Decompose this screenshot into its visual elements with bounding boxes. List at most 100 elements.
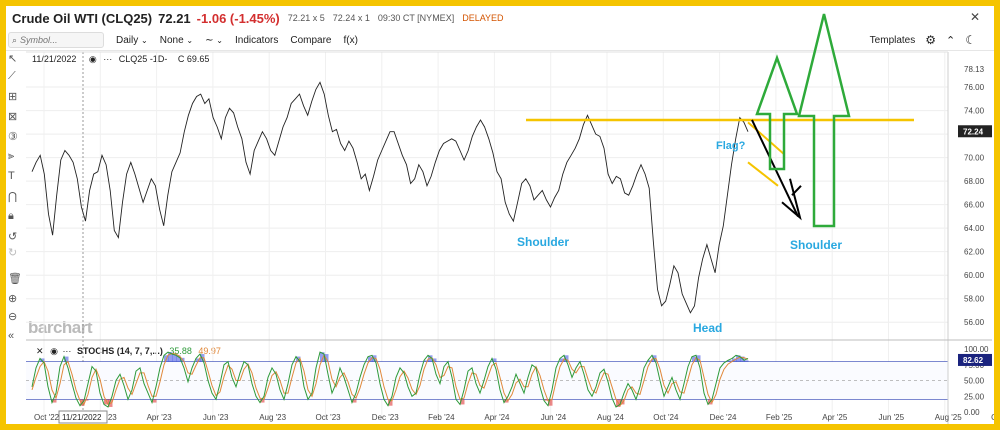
moon-icon[interactable]: ☾ <box>965 33 976 47</box>
ask-size: 72.24 x 1 <box>332 13 370 23</box>
close-icon[interactable]: ✕ <box>969 10 980 24</box>
flag-upper-line <box>747 121 785 155</box>
fx-button[interactable]: f(x) <box>343 34 358 46</box>
grid-lines <box>26 52 948 418</box>
stoch-oversold-fill <box>260 399 265 403</box>
time-tick-label: Feb '25 <box>766 413 793 422</box>
chart-window: Crude Oil WTI (CLQ25) 72.21 -1.06 (-1.45… <box>6 6 994 424</box>
fib-tool-icon[interactable]: ⊞ <box>8 91 18 103</box>
bid-size: 72.21 x 5 <box>287 13 325 23</box>
flag-arrow-tick <box>791 185 802 196</box>
info-close: C 69.65 <box>177 54 210 64</box>
study-dropdown[interactable]: None ⌄ <box>160 35 193 46</box>
drawings: Shoulder Shoulder Head Flag? <box>517 13 914 335</box>
quote-header: Crude Oil WTI (CLQ25) 72.21 -1.06 (-1.45… <box>6 6 994 30</box>
cursor-tool-icon[interactable]: ↖ <box>8 53 18 65</box>
measure-tool-icon[interactable]: ⫸ <box>8 150 15 162</box>
stoch-value-badge <box>958 353 992 366</box>
study-label: None <box>159 34 184 46</box>
stoch-k-value: 35.88 <box>169 346 192 356</box>
zoom-in-icon[interactable]: ⊕ <box>8 293 18 305</box>
time-tick-label: Aug '24 <box>597 413 624 422</box>
interval-dropdown[interactable]: Daily ⌄ <box>116 35 148 46</box>
redo-icon[interactable]: ↻ <box>8 247 18 259</box>
time-tick-label: Oct '22 <box>34 413 60 422</box>
stoch-overbought-fill <box>40 358 45 362</box>
wave-icon: ∼ <box>205 34 214 46</box>
info-symbol: CLQ25 -1D- <box>118 54 168 64</box>
time-tick-label: Aug '23 <box>259 413 286 422</box>
stoch-overbought-fill <box>172 354 177 362</box>
stoch-overbought-fill <box>564 355 569 362</box>
pitchfork-tool-icon[interactable]: ③ <box>8 131 18 143</box>
chevron-down-icon: ⌄ <box>216 35 223 45</box>
pattern-tool-icon[interactable]: ⊠ <box>8 111 18 123</box>
close-icon[interactable]: ✕ <box>36 346 44 356</box>
price-change: -1.06 (-1.45%) <box>196 10 280 26</box>
toolbar: ⌕ Daily ⌄ None ⌄ ∼ ⌄ Indicators Compare … <box>6 30 994 51</box>
chart-style-dropdown[interactable]: ∼ ⌄ <box>205 35 223 46</box>
symbol-search[interactable]: ⌕ <box>8 32 104 48</box>
price-series-line <box>31 81 749 314</box>
zoom-out-icon[interactable]: ⊖ <box>8 311 18 323</box>
stoch-name: STOCHS (14, 7, 7,...) <box>76 346 163 356</box>
eye-icon[interactable]: ◉ <box>50 346 58 356</box>
stoch-overbought-fill <box>196 358 201 362</box>
compare-button[interactable]: Compare <box>290 34 332 46</box>
templates-button[interactable]: Templates <box>869 34 916 46</box>
stoch-k-line <box>31 351 749 408</box>
time-tick-label: Apr '23 <box>147 413 173 422</box>
time-tick-label: Oct '25 <box>991 413 994 422</box>
price-tick-label: 60.00 <box>964 271 985 280</box>
stoch-tick-label: 0.00 <box>964 408 980 417</box>
top-price-label: 78.13 <box>964 65 985 74</box>
collapse-toolbar-icon[interactable]: « <box>8 330 15 342</box>
expand-icon[interactable]: ⌃ <box>946 34 956 47</box>
price-tick-label: 70.00 <box>964 154 985 163</box>
eye-icon[interactable]: ◉ <box>88 54 97 64</box>
time-tick-label: Apr '24 <box>484 413 510 422</box>
trash-icon[interactable]: 🗑︎ <box>8 273 22 285</box>
more-icon[interactable]: ··· <box>103 54 113 64</box>
stoch-overbought-fill <box>64 356 69 362</box>
price-tick-label: 66.00 <box>964 201 985 210</box>
indicators-button[interactable]: Indicators <box>234 34 279 46</box>
stoch-oversold-fill <box>52 399 57 403</box>
more-icon[interactable]: ··· <box>62 346 72 356</box>
stoch-overbought-fill <box>648 360 653 362</box>
time-tick-label: Oct '23 <box>316 413 342 422</box>
lock-icon[interactable]: 🔒︎ <box>8 210 14 222</box>
symbol-title: Crude Oil WTI (CLQ25) <box>12 10 153 26</box>
stoch-info: ✕ ◉ ··· STOCHS (14, 7, 7,...) 35.88 49.9… <box>36 346 221 357</box>
stoch-oversold-fill <box>504 399 509 403</box>
annotation-flag: Flag? <box>716 140 746 152</box>
time-tick-label: Apr '25 <box>822 413 848 422</box>
last-price-badge <box>958 125 992 138</box>
text-tool-icon[interactable]: T <box>8 170 15 182</box>
stoch-d-value: 49.97 <box>198 346 221 356</box>
time-tick-label: Jun '24 <box>541 413 567 422</box>
stoch-overbought-fill <box>320 352 325 362</box>
price-tick-label: 58.00 <box>964 295 985 304</box>
toolbar-right: Templates ⚙ ⌃ ☾ <box>870 33 976 47</box>
gear-icon[interactable]: ⚙ <box>925 33 937 47</box>
flag-lower-line <box>747 161 779 187</box>
stoch-overbought-fill <box>432 358 437 362</box>
annotation-right-shoulder: Shoulder <box>790 238 842 252</box>
price-pane <box>31 81 749 314</box>
chart-canvas[interactable]: 56.00 58.00 60.00 62.00 64.00 66.00 68.00 70.00… <box>6 6 994 424</box>
stoch-oversold-fill <box>388 399 393 406</box>
time-tick-label: Oct '24 <box>653 413 679 422</box>
stoch-oversold-fill <box>460 399 465 405</box>
stoch-overbought-fill <box>168 352 173 362</box>
stoch-overbought-fill <box>696 355 701 362</box>
line-tool-icon[interactable]: ⟋ <box>8 70 16 82</box>
search-input[interactable] <box>17 35 95 45</box>
price-tick-label: 64.00 <box>964 224 985 233</box>
stoch-overbought-fill <box>176 355 181 362</box>
stoch-overbought-fill <box>324 354 329 362</box>
undo-icon[interactable]: ↺ <box>8 231 18 243</box>
stoch-oversold-fill <box>352 399 357 403</box>
stoch-overbought-fill <box>560 358 565 362</box>
magnet-icon[interactable]: ⋂ <box>8 191 18 203</box>
